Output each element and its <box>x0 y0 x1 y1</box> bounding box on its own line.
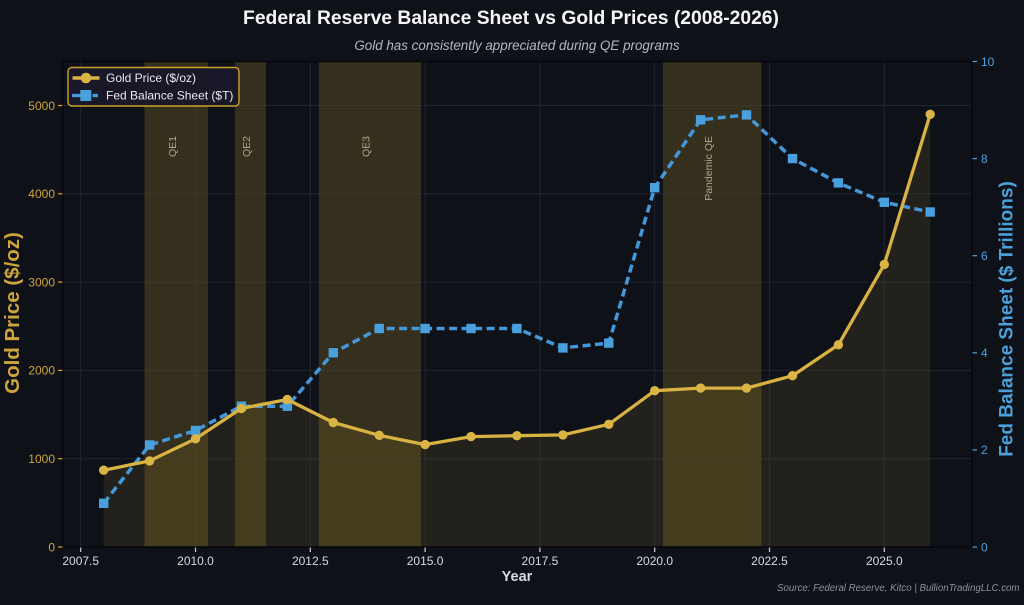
svg-text:Gold Price ($/oz): Gold Price ($/oz) <box>1 232 24 394</box>
svg-text:Federal Reserve Balance Sheet: Federal Reserve Balance Sheet vs Gold Pr… <box>243 8 779 29</box>
svg-text:5000: 5000 <box>28 99 55 113</box>
svg-text:2022.5: 2022.5 <box>751 554 788 568</box>
svg-text:2020.0: 2020.0 <box>636 554 673 568</box>
svg-text:Gold Price ($/oz): Gold Price ($/oz) <box>106 71 196 85</box>
svg-text:Source: Federal Reserve, Kitco: Source: Federal Reserve, Kitco | Bullion… <box>777 583 1019 594</box>
svg-text:2007.5: 2007.5 <box>62 554 99 568</box>
svg-text:Fed Balance Sheet ($T): Fed Balance Sheet ($T) <box>106 89 233 103</box>
svg-text:Pandemic QE: Pandemic QE <box>703 136 715 201</box>
svg-text:QE2: QE2 <box>241 136 253 157</box>
svg-text:0: 0 <box>981 540 988 554</box>
svg-text:QE1: QE1 <box>167 136 179 157</box>
svg-text:2025.0: 2025.0 <box>866 554 903 568</box>
svg-text:Fed Balance Sheet ($ Trillions: Fed Balance Sheet ($ Trillions) <box>997 181 1018 457</box>
svg-text:2017.5: 2017.5 <box>522 554 559 568</box>
svg-text:4: 4 <box>981 346 988 360</box>
svg-text:1000: 1000 <box>28 452 55 466</box>
svg-text:2015.0: 2015.0 <box>407 554 444 568</box>
svg-text:2010.0: 2010.0 <box>177 554 214 568</box>
svg-text:QE3: QE3 <box>361 136 373 157</box>
svg-text:6: 6 <box>981 249 988 263</box>
svg-text:Gold has consistently apprecia: Gold has consistently appreciated during… <box>354 38 680 53</box>
svg-text:8: 8 <box>981 152 988 166</box>
svg-text:2000: 2000 <box>28 364 55 378</box>
svg-text:0: 0 <box>48 540 55 554</box>
svg-text:2012.5: 2012.5 <box>292 554 329 568</box>
svg-text:10: 10 <box>981 55 995 69</box>
svg-text:3000: 3000 <box>28 275 55 289</box>
svg-text:2: 2 <box>981 443 988 457</box>
svg-text:Year: Year <box>502 569 533 585</box>
svg-text:4000: 4000 <box>28 187 55 201</box>
